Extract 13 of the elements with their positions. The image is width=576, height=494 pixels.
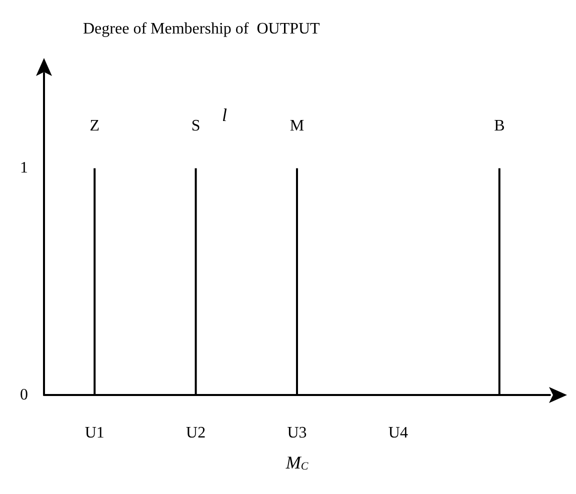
x-tick-label: U3 <box>287 424 307 442</box>
annotation: l <box>222 105 228 125</box>
x-tick-label: U1 <box>84 424 104 442</box>
data-label: B <box>494 118 505 135</box>
x-axis-title: MC <box>284 452 309 472</box>
y-axis-title: Degree of Membership of OUTPUT <box>83 20 320 38</box>
x-tick-label: U4 <box>388 424 408 442</box>
y-tick-label: 1 <box>20 160 28 177</box>
data-label: Z <box>90 118 100 135</box>
y-tick-label: 0 <box>20 386 28 404</box>
data-label: S <box>191 118 200 135</box>
data-label: M <box>290 118 304 135</box>
x-tick-label: U2 <box>186 424 206 442</box>
